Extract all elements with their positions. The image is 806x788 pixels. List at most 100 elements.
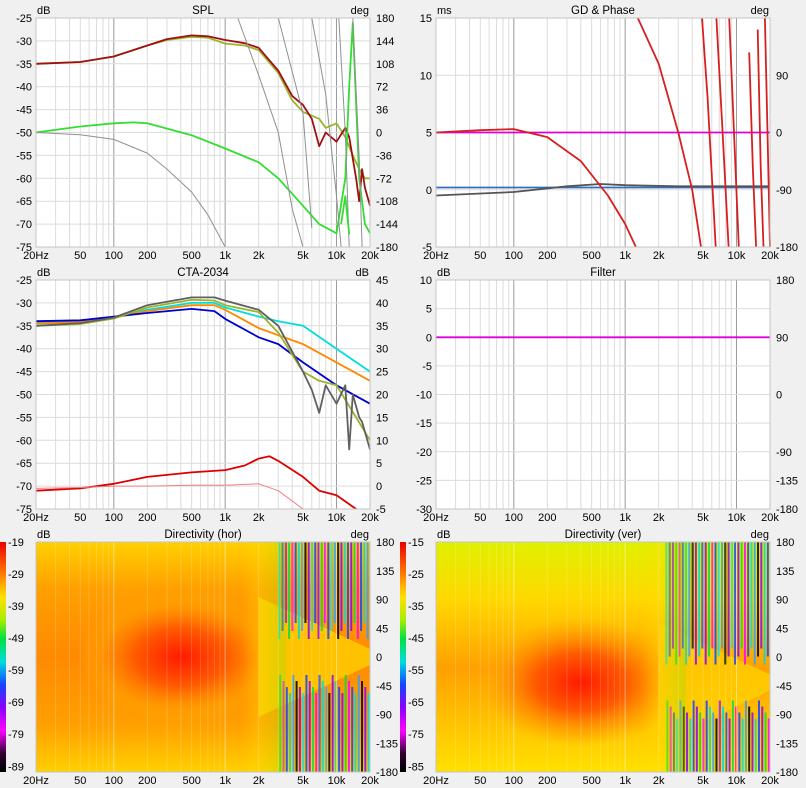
y-tick-right: 0	[776, 652, 782, 664]
x-tick-label: 2k	[253, 512, 265, 524]
heatmap-lobe	[357, 675, 360, 772]
heatmap-lobe	[763, 542, 766, 665]
y-unit-right: deg	[751, 5, 769, 17]
y-tick-right: -135	[776, 738, 798, 750]
series-line	[728, 17, 740, 248]
x-tick-label: 20Hz	[423, 512, 449, 524]
heatmap-lobe	[698, 542, 701, 657]
series-line	[35, 132, 226, 248]
heatmap-lobe	[743, 542, 746, 665]
heatmap-lobe	[338, 687, 341, 772]
heatmap-lobe	[722, 706, 725, 772]
heatmap-lobe	[337, 542, 340, 639]
plot-frame	[35, 17, 371, 248]
series-line	[435, 128, 637, 248]
heatmap-lobe	[331, 675, 334, 772]
x-tick-label: 500	[182, 775, 200, 787]
y-tick-left: -5	[422, 361, 432, 373]
x-tick-label: 50	[74, 250, 86, 262]
y-tick-left: -45	[16, 105, 32, 117]
y-tick-right: 25	[376, 367, 388, 379]
x-tick-label: 5k	[297, 512, 309, 524]
y-tick-left: -30	[16, 36, 32, 48]
y-tick-right: 108	[376, 59, 394, 71]
series-line	[35, 296, 371, 451]
x-tick-label: 10k	[328, 775, 346, 787]
y-unit-left: dB	[37, 5, 50, 17]
x-tick-label: 100	[505, 512, 523, 524]
x-tick-label: 2k	[653, 250, 665, 262]
x-tick-label: 2k	[653, 512, 665, 524]
x-tick-label: 100	[105, 512, 123, 524]
y-tick-left: -40	[16, 344, 32, 356]
x-tick-label: 5k	[697, 512, 709, 524]
y-tick-left: -50	[16, 390, 32, 402]
y-tick-left: -25	[416, 475, 432, 487]
y-tick-right: 180	[376, 537, 394, 549]
y-tick-left: -55	[16, 150, 32, 162]
x-tick-label: 20k	[761, 250, 779, 262]
y-tick-right: 135	[376, 566, 394, 578]
y-tick-right: 0	[776, 390, 782, 402]
x-tick-label: 100	[505, 250, 523, 262]
heatmap-lobe	[704, 542, 707, 665]
plot-frame	[35, 279, 371, 510]
heatmap-lobe	[721, 542, 724, 649]
series-line	[435, 183, 770, 197]
y-tick-right: 180	[776, 537, 794, 549]
x-tick-label: 2k	[253, 250, 265, 262]
y-tick-right: -180	[376, 242, 398, 254]
x-tick-label: 5k	[697, 775, 709, 787]
chart-cta: -25-30-35-40-45-50-55-60-65-70-754540353…	[16, 267, 388, 524]
heatmap-lobe	[714, 542, 717, 665]
heatmap-lobe	[330, 542, 333, 631]
y-tick-left: -50	[16, 128, 32, 140]
y-tick-right: -180	[776, 242, 798, 254]
heatmap-lobe	[692, 700, 695, 772]
y-tick-right: 10	[376, 435, 388, 447]
heatmap-lobe	[767, 718, 770, 772]
heatmap-lobe	[740, 542, 743, 649]
x-tick-label: 1k	[619, 512, 631, 524]
series-line	[35, 455, 357, 510]
y-tick-left: -45	[16, 367, 32, 379]
heatmap-lobe	[741, 718, 744, 772]
heatmap-lobe	[291, 542, 294, 631]
chart-dir_hor: -19 -29 -39 -49 -59 -69 -79 -89 180 135 90 45 0 -45 -9…	[0, 529, 398, 787]
x-tick-label: 100	[105, 250, 123, 262]
series-line	[311, 17, 342, 248]
x-tick-label: 200	[138, 775, 156, 787]
heatmap-lobe	[701, 542, 704, 649]
series-line	[636, 17, 702, 248]
heatmap-lobe	[753, 542, 756, 665]
heatmap-lobe	[730, 542, 733, 649]
x-tick-label: 200	[538, 512, 556, 524]
heatmap-image	[436, 542, 770, 772]
colorbar-label: -39	[8, 601, 24, 613]
heatmap-lobe	[308, 681, 311, 772]
heatmap-lobe	[731, 700, 734, 772]
series-line	[748, 52, 757, 248]
heatmap-lobe	[298, 687, 301, 772]
chart-title: Directivity (ver)	[565, 529, 642, 541]
heatmap-lobe	[320, 542, 323, 631]
x-tick-label: 50	[474, 512, 486, 524]
heatmap-lobe	[724, 542, 727, 665]
x-tick-label: 5k	[297, 250, 309, 262]
y-tick-left: -30	[416, 504, 432, 516]
chart-title: Directivity (hor)	[164, 529, 241, 541]
y-tick-right: -180	[376, 767, 398, 779]
colorbar-label: -55	[408, 665, 424, 677]
series-line	[352, 17, 363, 248]
y-tick-left: -20	[416, 447, 432, 459]
heatmap-lobe	[751, 712, 754, 772]
series-line	[237, 17, 304, 248]
chart-title: Filter	[590, 267, 616, 279]
x-tick-label: 100	[505, 775, 523, 787]
y-tick-left: -65	[16, 196, 32, 208]
series-line	[756, 29, 765, 248]
plot-frame	[35, 541, 371, 773]
heatmap-lobe	[317, 542, 320, 639]
